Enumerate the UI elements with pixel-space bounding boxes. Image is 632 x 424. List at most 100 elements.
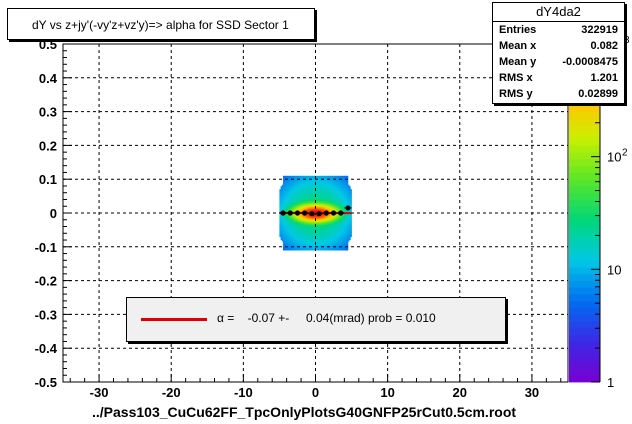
heatmap-cell [310,248,313,251]
heatmap-cell [340,190,343,193]
heatmap-cell [344,208,346,211]
heatmap-cell [337,242,339,245]
palette-swatch [569,206,600,214]
heatmap-cell [320,227,322,230]
palette-tick-exponent: 2 [622,148,628,159]
heatmap-cell [284,195,286,197]
heatmap-cell [329,180,332,183]
heatmap-cell [310,232,313,235]
heatmap-cell [314,196,316,199]
heatmap-cell [322,201,325,203]
heatmap-cell [315,232,317,235]
heatmap-cell [295,236,297,239]
heatmap-cell [323,226,326,229]
heatmap-cell [343,242,345,245]
profile-point [287,210,293,216]
heatmap-cell [319,223,321,226]
heatmap-cell [287,178,290,181]
heatmap-cell [349,187,351,190]
heatmap-cell [302,239,304,242]
heatmap-cell [313,186,315,189]
heatmap-cell [347,236,350,239]
heatmap-cell [340,241,343,244]
heatmap-cell [341,204,344,206]
heatmap-cell [280,189,283,191]
heatmap-cell [326,244,328,247]
heatmap-cell [305,223,308,226]
heatmap-cell [332,177,334,180]
heatmap-cell [305,208,308,211]
heatmap-cell [327,202,330,205]
heatmap-cell [331,223,333,226]
heatmap-cell [350,226,352,229]
heatmap-cell [291,177,293,180]
heatmap-cell [291,242,293,245]
heatmap-cell [331,207,333,209]
heatmap-cell [298,208,301,211]
heatmap-cell [319,183,321,186]
heatmap-cell [289,217,291,220]
heatmap-cell [339,175,342,178]
heatmap-cell [304,224,307,227]
heatmap-cell [307,242,309,245]
heatmap-cell [331,215,333,218]
heatmap-cell [345,202,348,205]
heatmap-cell [322,189,325,191]
heatmap-cell [346,236,349,239]
heatmap-cell [286,238,289,241]
heatmap-cell [301,189,303,191]
heatmap-cell [296,235,298,238]
heatmap-cell [293,221,296,224]
heatmap-cell [328,196,331,199]
heatmap-cell [327,221,330,224]
heatmap-cell [283,201,285,203]
heatmap-cell [284,242,286,245]
stats-value: -0.0008475 [562,56,618,68]
heatmap-cell [347,196,350,199]
heatmap-cell [308,189,310,191]
heatmap-cell [283,177,285,180]
heatmap-cell [299,235,302,238]
heatmap-cell [287,226,290,229]
heatmap-cell [305,199,308,202]
heatmap-cell [327,226,330,229]
heatmap-cell [328,217,331,220]
heatmap-cell [309,210,311,212]
heatmap-cell [293,202,296,205]
heatmap-cell [296,205,298,208]
heatmap-cell [327,244,330,247]
heatmap-cell [305,238,308,241]
heatmap-cell [307,192,309,194]
heatmap-cell [315,198,317,200]
heatmap-cell [299,205,302,208]
heatmap-cell [331,186,333,189]
heatmap-cell [334,221,337,224]
heatmap-cell [340,207,343,209]
heatmap-cell [325,215,327,218]
heatmap-cell [292,223,295,226]
heatmap-cell [298,232,301,235]
heatmap-cell [290,187,292,190]
heatmap-cell [302,195,304,197]
heatmap-cell [287,238,290,241]
heatmap-cell [343,233,345,236]
heatmap-cell [338,183,340,186]
heatmap-cell [291,239,293,242]
heatmap-cell [319,236,321,239]
heatmap-cell [321,242,324,245]
heatmap-cell [309,208,311,211]
stats-label: Mean x [499,40,537,52]
heatmap-cell [304,232,307,235]
heatmap-cell [286,184,289,187]
heatmap-cell [332,196,334,199]
heatmap-cell [293,241,296,244]
heatmap-cell [339,224,342,227]
heatmap-cell [325,232,327,235]
heatmap-cell [329,245,332,248]
heatmap-cell [325,238,327,241]
heatmap-cell [295,202,297,205]
heatmap-cell [313,193,315,196]
heatmap-cell [287,217,290,220]
heatmap-cell [340,227,343,230]
heatmap-cell [325,242,327,245]
